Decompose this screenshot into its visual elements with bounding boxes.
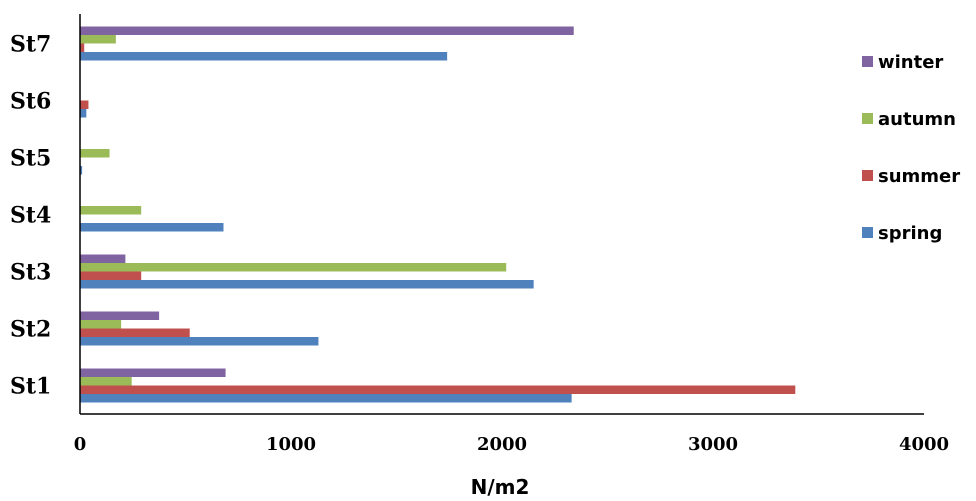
x-tick-label: 1000 (266, 434, 316, 455)
category-label: St5 (10, 146, 51, 172)
bar-st1-autumn (80, 377, 132, 386)
x-axis-title: N/m2 (471, 475, 530, 499)
category-label: St6 (10, 89, 51, 115)
category-label: St3 (10, 260, 51, 286)
bar-st5-spring (80, 166, 83, 175)
bar-st1-summer (80, 385, 796, 394)
legend-swatch-winter (862, 56, 873, 67)
legend-label-winter: winter (878, 52, 943, 73)
category-label: St4 (10, 203, 51, 229)
category-label: St2 (10, 317, 51, 343)
category-labels: St1 St2 St3 St4 St5 St6 St7 (10, 32, 51, 400)
legend-label-spring: spring (878, 223, 942, 244)
x-tick-labels: 0 1000 2000 3000 4000 (74, 434, 949, 455)
bar-st3-autumn (80, 263, 507, 272)
x-tick-label: 4000 (899, 434, 949, 455)
bar-st5-autumn (80, 149, 110, 158)
legend: winter autumn summer spring (862, 52, 960, 244)
legend-label-summer: summer (878, 166, 960, 187)
bar-st1-spring (80, 394, 572, 403)
category-label: St1 (10, 374, 51, 400)
bar-st4-spring (80, 223, 224, 232)
bar-st2-winter (80, 311, 160, 320)
category-label: St7 (10, 32, 51, 58)
legend-label-autumn: autumn (878, 109, 956, 130)
bar-st2-autumn (80, 320, 122, 329)
x-tick-label: 2000 (477, 434, 527, 455)
legend-swatch-spring (862, 227, 873, 238)
bar-st3-spring (80, 280, 534, 289)
legend-swatch-summer (862, 170, 873, 181)
bar-st1-winter (80, 368, 226, 377)
legend-swatch-autumn (862, 113, 873, 124)
bar-st7-winter (80, 26, 574, 35)
bar-st2-summer (80, 328, 190, 337)
x-tick-label: 3000 (688, 434, 738, 455)
bar-st7-autumn (80, 35, 116, 44)
bars-group (80, 26, 796, 403)
bar-st6-spring (80, 109, 87, 118)
bar-st3-summer (80, 271, 142, 280)
bar-st3-winter (80, 254, 126, 263)
bar-st2-spring (80, 337, 319, 346)
bar-st7-spring (80, 52, 448, 61)
bar-st4-autumn (80, 206, 142, 215)
x-tick-label: 0 (74, 434, 87, 455)
bar-st6-summer (80, 100, 89, 109)
bar-st7-summer (80, 43, 85, 52)
